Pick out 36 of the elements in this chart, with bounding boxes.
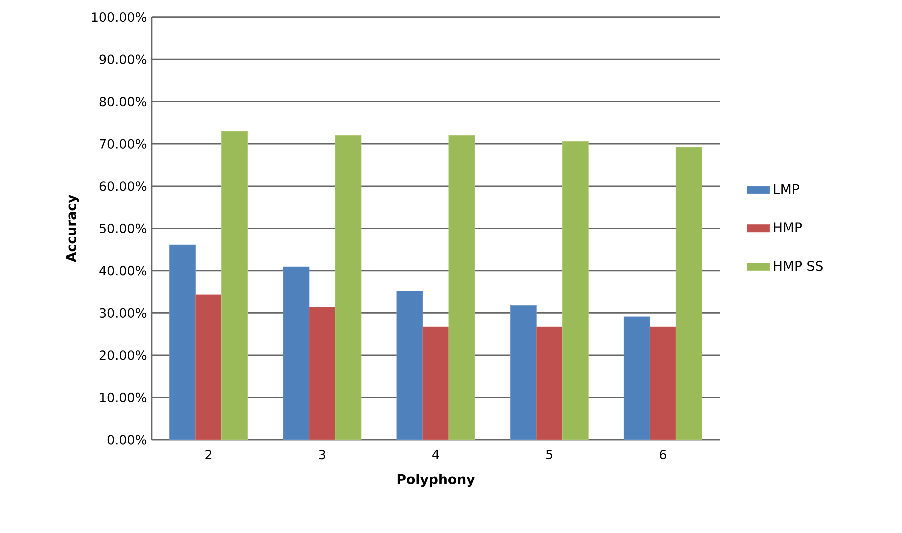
y-tick-label: 50.00% <box>100 224 147 234</box>
bar <box>536 326 563 440</box>
x-tick-label: 3 <box>319 450 326 460</box>
y-tick-label: 100.00% <box>92 12 147 22</box>
y-tick-label: 60.00% <box>100 182 147 192</box>
legend-label: LMP <box>774 184 800 194</box>
y-tick-label: 70.00% <box>100 139 147 149</box>
bar <box>650 326 676 440</box>
y-axis-title: Accuracy <box>66 195 80 262</box>
y-tick-label: 30.00% <box>100 308 147 318</box>
y-tick-label: 90.00% <box>100 54 147 64</box>
bar <box>222 131 248 440</box>
y-tick-label: 80.00% <box>100 97 147 107</box>
x-tick-label: 4 <box>432 450 440 460</box>
bar <box>510 305 537 440</box>
x-tick-label: 2 <box>206 450 212 460</box>
bar <box>624 316 650 440</box>
bar <box>676 147 702 440</box>
x-axis-title: Polyphony <box>398 474 476 488</box>
bar <box>562 141 589 440</box>
bar <box>422 326 450 440</box>
legend-label: HMP SS <box>774 261 823 272</box>
bar <box>196 294 222 440</box>
bar <box>335 135 362 440</box>
bar <box>448 135 476 440</box>
bar <box>170 244 196 440</box>
y-tick-label: 40.00% <box>100 266 147 276</box>
x-tick-label: 6 <box>660 450 666 460</box>
y-tick-label: 10.00% <box>100 392 147 403</box>
bar <box>309 307 336 440</box>
bar <box>396 290 424 440</box>
y-tick-label: 0.00% <box>108 435 147 445</box>
y-tick-label: 20.00% <box>100 350 147 360</box>
x-tick-label: 5 <box>546 450 553 460</box>
bar <box>283 266 310 440</box>
legend-label: HMP <box>774 222 802 232</box>
